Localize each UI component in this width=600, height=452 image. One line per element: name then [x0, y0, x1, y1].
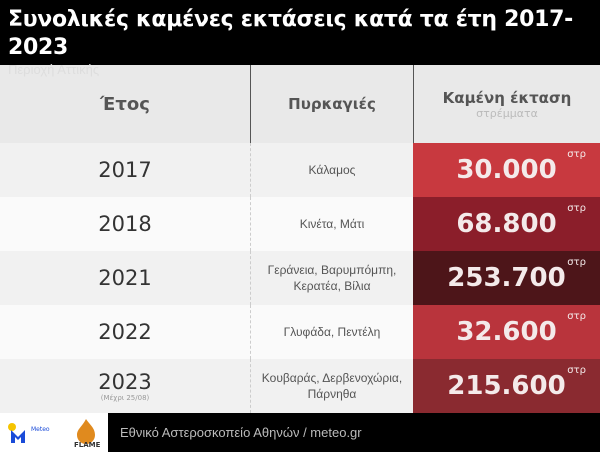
fires-cell: Γεράνεια, Βαρυμπόμπη, Κερατέα, Βίλια	[250, 251, 413, 305]
header-fires: Πυρκαγιές	[250, 65, 413, 143]
year: 2022	[98, 320, 152, 344]
year-cell: 2023 (Μέχρι 25/08)	[0, 359, 250, 413]
area-value: 68.800	[456, 209, 557, 239]
table-body: 2017 Κάλαμος 30.000 στρ 2018 Κινέτα, Μάτι …	[0, 143, 600, 413]
fires-cell: Κάλαμος	[250, 143, 413, 197]
svg-text:FLAME: FLAME	[74, 441, 101, 449]
year-cell: 2018	[0, 197, 250, 251]
header-area: Καμένη έκταση στρέμματα	[413, 65, 600, 143]
title-bar: Συνολικές καμένες εκτάσεις κατά τα έτη 2…	[0, 0, 600, 77]
table-row: 2023 (Μέχρι 25/08) Κουβαράς, Δερβενοχώρια…	[0, 359, 600, 413]
year: 2017	[98, 158, 152, 182]
table-row: 2017 Κάλαμος 30.000 στρ	[0, 143, 600, 197]
unit-label: στρ	[567, 365, 586, 376]
footer: Meteo FLAME Εθνικό Αστεροσκοπείο Αθηνών …	[0, 413, 600, 452]
year-cell: 2022	[0, 305, 250, 359]
header-area-unit: στρέμματα	[476, 106, 538, 120]
area-cell: 30.000 στρ	[413, 143, 600, 197]
area-cell: 215.600 στρ	[413, 359, 600, 413]
fires-cell: Κουβαράς, Δερβενοχώρια, Πάρνηθα	[250, 359, 413, 413]
meteo-logo: Meteo	[8, 422, 50, 443]
table-row: 2021 Γεράνεια, Βαρυμπόμπη, Κερατέα, Βίλι…	[0, 251, 600, 305]
fires-cell: Γλυφάδα, Πεντέλη	[250, 305, 413, 359]
area-cell: 32.600 στρ	[413, 305, 600, 359]
header-area-label: Καμένη έκταση	[442, 88, 572, 107]
area-value: 253.700	[447, 263, 566, 293]
area-cell: 253.700 στρ	[413, 251, 600, 305]
year: 2021	[98, 266, 152, 290]
year: 2023	[98, 370, 152, 394]
svg-text:Meteo: Meteo	[31, 426, 50, 433]
page-title: Συνολικές καμένες εκτάσεις κατά τα έτη 2…	[8, 7, 573, 60]
area-value: 30.000	[456, 155, 557, 185]
area-value: 32.600	[456, 317, 557, 347]
page-subtitle: Περιοχή Αττικής	[8, 62, 100, 77]
unit-label: στρ	[567, 257, 586, 268]
year: 2018	[98, 212, 152, 236]
logos: Meteo FLAME	[0, 413, 108, 452]
table-row: 2018 Κινέτα, Μάτι 68.800 στρ	[0, 197, 600, 251]
unit-label: στρ	[567, 311, 586, 322]
table-row: 2022 Γλυφάδα, Πεντέλη 32.600 στρ	[0, 305, 600, 359]
unit-label: στρ	[567, 149, 586, 160]
area-value: 215.600	[447, 371, 566, 401]
year-cell: 2017	[0, 143, 250, 197]
fires-cell: Κινέτα, Μάτι	[250, 197, 413, 251]
source-text: Εθνικό Αστεροσκοπείο Αθηνών / meteo.gr	[120, 425, 362, 440]
area-cell: 68.800 στρ	[413, 197, 600, 251]
year-note: (Μέχρι 25/08)	[100, 394, 150, 402]
year-cell: 2021	[0, 251, 250, 305]
unit-label: στρ	[567, 203, 586, 214]
flame-logo: FLAME	[74, 418, 101, 449]
header-year: Έτος	[100, 93, 150, 115]
table-header: Έτος Πυρκαγιές Καμένη έκταση στρέμματα	[0, 65, 600, 143]
